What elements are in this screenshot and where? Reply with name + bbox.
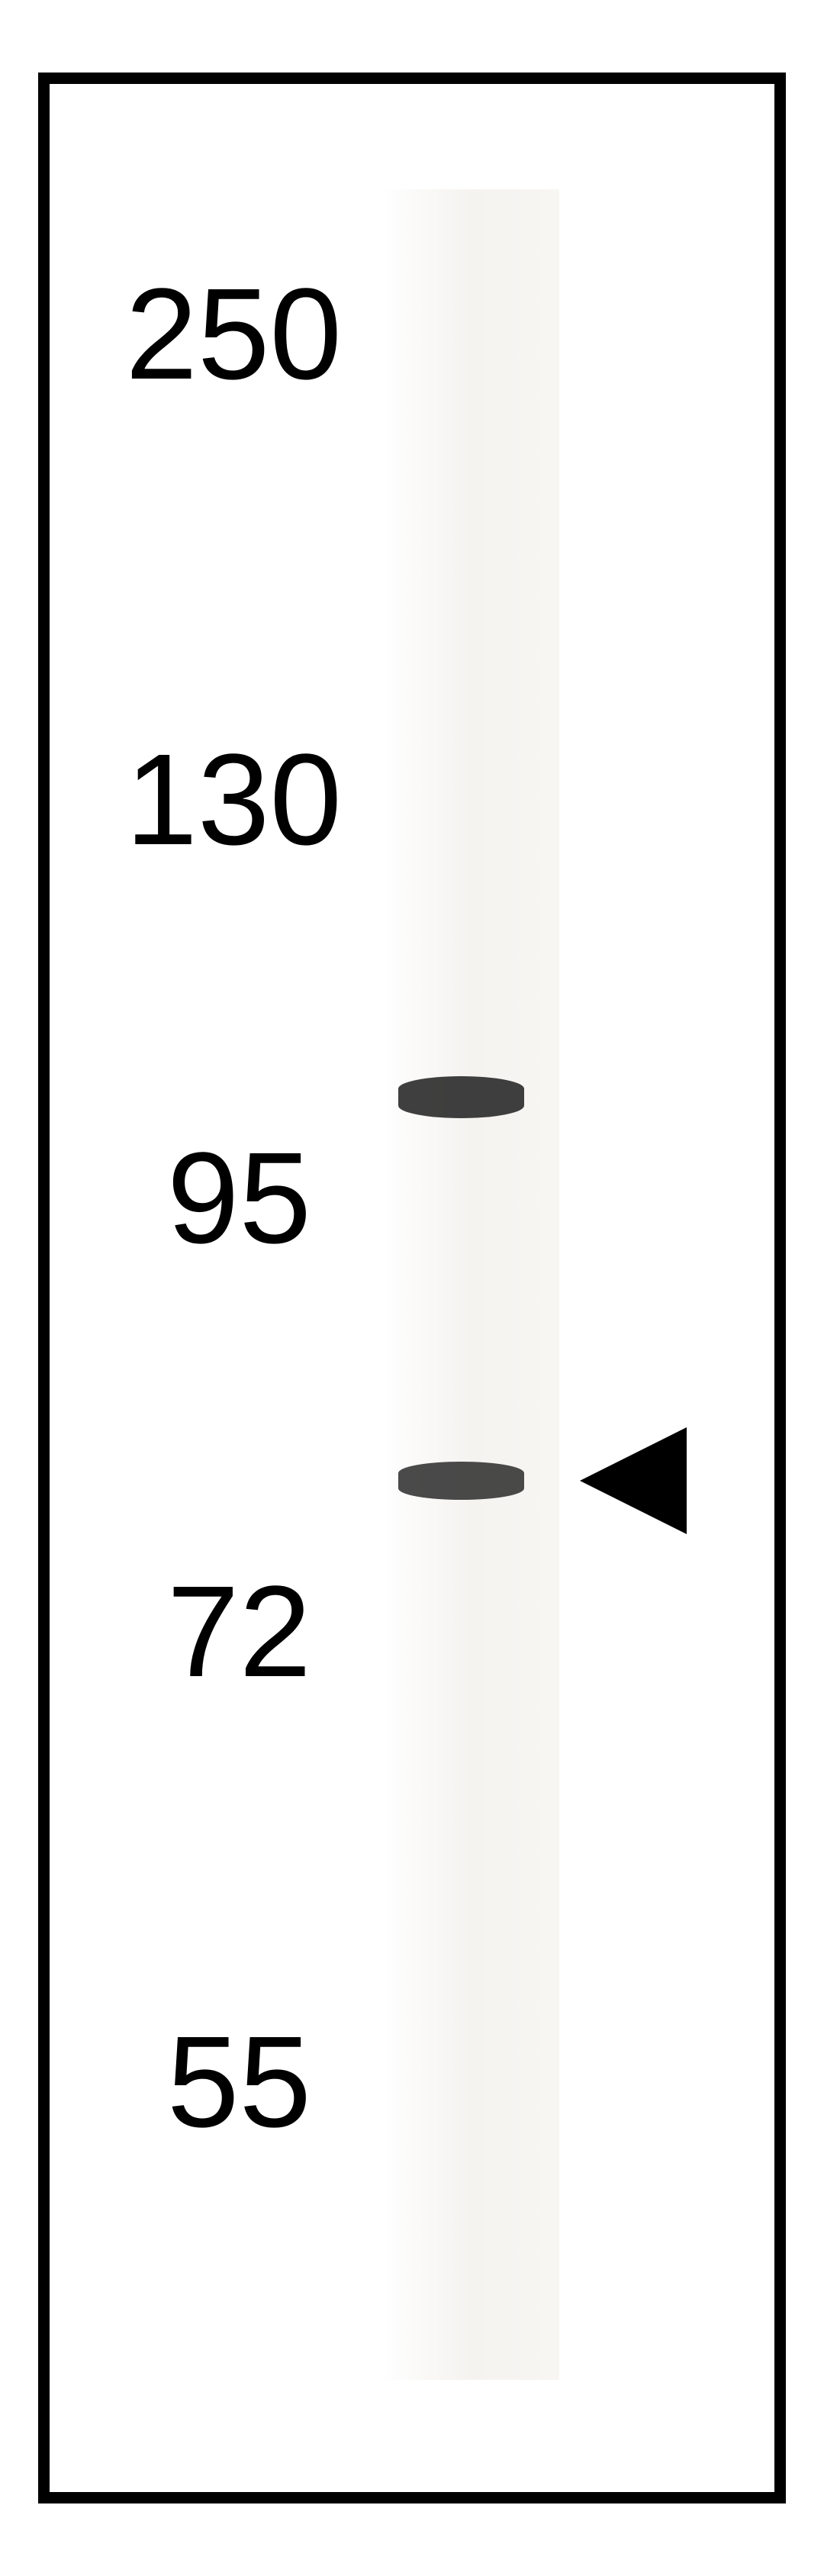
mw-label-72: 72 bbox=[0, 1557, 311, 1707]
mw-label-130: 130 bbox=[0, 725, 342, 875]
band-target bbox=[398, 1462, 524, 1500]
band-upper bbox=[398, 1076, 524, 1118]
mw-label-250: 250 bbox=[0, 260, 342, 409]
blot-lane bbox=[385, 189, 559, 2380]
mw-label-55: 55 bbox=[0, 2007, 311, 2157]
target-arrow-icon bbox=[580, 1427, 687, 1534]
mw-label-95: 95 bbox=[0, 1124, 311, 1273]
